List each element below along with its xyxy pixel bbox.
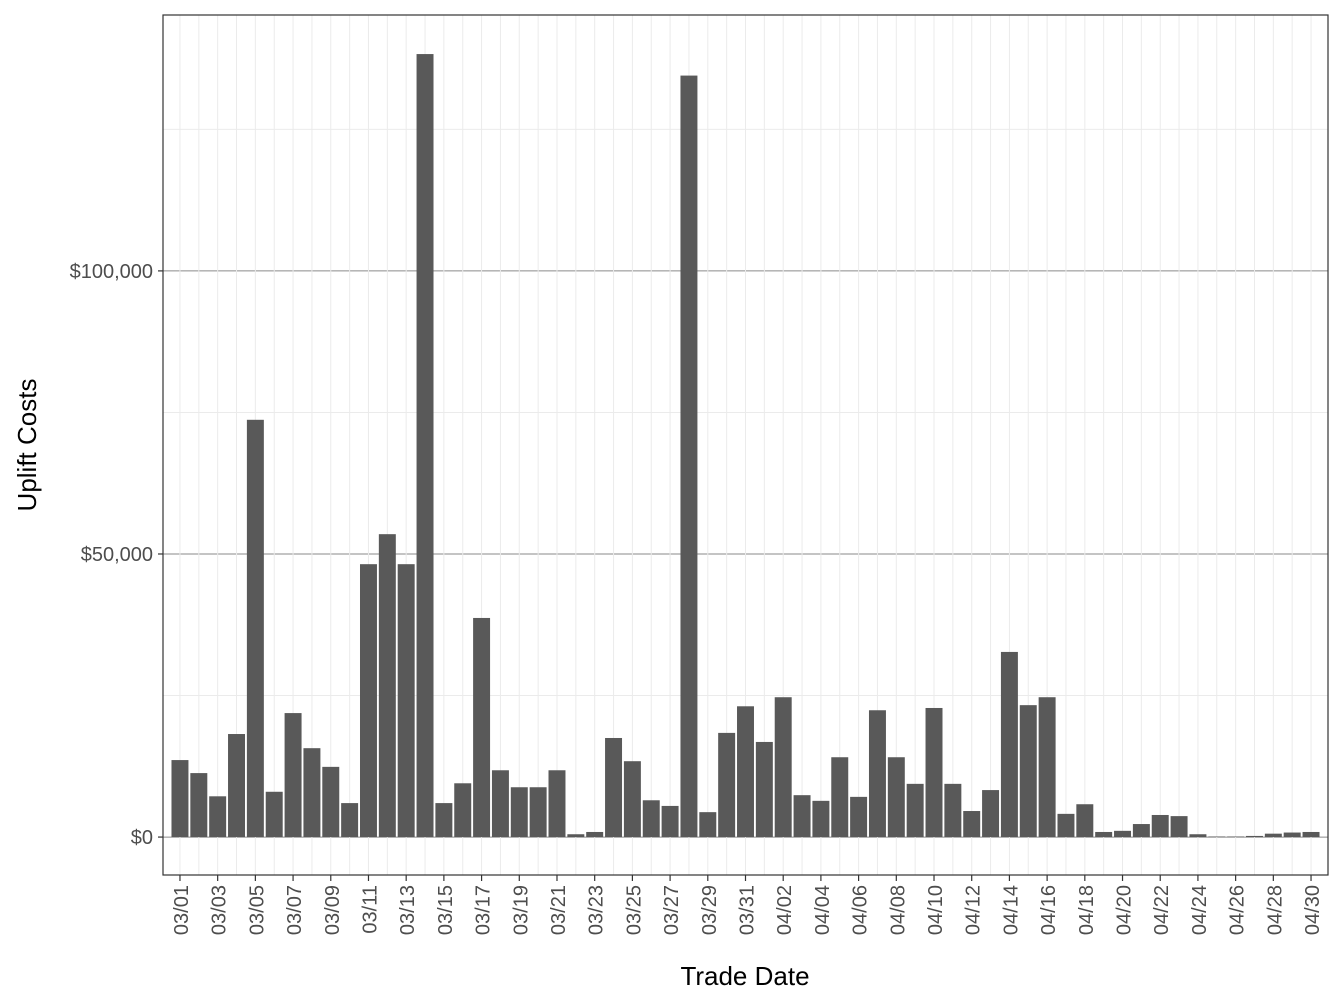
bar (1019, 705, 1037, 838)
bar (774, 697, 792, 838)
bar (1132, 824, 1150, 838)
bar (718, 732, 736, 838)
x-tick-label: 04/04 (812, 885, 834, 935)
bar (661, 805, 679, 838)
bar (378, 534, 396, 838)
bar (416, 54, 434, 838)
bar (699, 812, 717, 838)
bar (623, 761, 641, 838)
bar (982, 790, 1000, 838)
x-tick-label: 03/13 (397, 885, 419, 935)
bar (1076, 804, 1094, 838)
bar (190, 773, 208, 838)
x-tick-label: 03/29 (699, 885, 721, 935)
bar (1000, 651, 1018, 838)
x-tick-label: 03/11 (359, 885, 381, 934)
bar (341, 803, 359, 838)
x-tick-label: 04/12 (963, 885, 985, 935)
x-tick-label: 04/06 (850, 885, 872, 935)
bar (812, 800, 830, 838)
bar (1302, 831, 1320, 838)
bar (228, 734, 246, 838)
x-tick-label: 04/08 (887, 885, 909, 935)
x-tick-label: 04/30 (1302, 885, 1324, 935)
bar (491, 770, 509, 838)
bar (171, 760, 189, 838)
bar (1208, 836, 1226, 838)
bar (887, 757, 905, 838)
bar (850, 796, 868, 838)
bar (586, 831, 604, 838)
bar (793, 795, 811, 838)
bar (454, 783, 472, 838)
x-tick-label: 03/23 (586, 885, 608, 935)
bar (1189, 834, 1207, 838)
bar (1038, 697, 1056, 838)
bar (642, 800, 660, 838)
bar (529, 787, 547, 838)
x-tick-label: 03/09 (322, 885, 344, 935)
x-tick-label: 03/03 (209, 885, 231, 935)
bar (1264, 833, 1282, 838)
y-tick-label: $0 (131, 827, 153, 849)
bar (473, 617, 491, 838)
bar (1095, 831, 1113, 838)
x-tick-label: 03/25 (623, 885, 645, 935)
bar (284, 713, 302, 838)
bar (831, 757, 849, 838)
bar (1057, 813, 1075, 838)
bar (925, 707, 943, 838)
bar (435, 803, 453, 838)
bar (510, 787, 528, 838)
bar (1245, 835, 1263, 838)
bar (1151, 814, 1169, 838)
x-tick-label: 03/17 (473, 885, 495, 935)
x-tick-label: 03/07 (284, 885, 306, 935)
x-tick-label: 04/18 (1076, 885, 1098, 935)
bar (906, 783, 924, 838)
x-tick-label: 03/21 (548, 885, 570, 935)
bar (397, 564, 415, 838)
bar (1114, 830, 1132, 838)
y-tick-label: $100,000 (70, 261, 153, 283)
bar (963, 811, 981, 838)
y-tick-label: $50,000 (81, 544, 153, 566)
x-tick-label: 03/15 (435, 885, 457, 935)
bar (1227, 836, 1245, 838)
x-tick-label: 03/05 (246, 885, 268, 935)
bar (246, 419, 264, 838)
bar (1283, 832, 1301, 838)
x-tick-label: 04/20 (1114, 885, 1136, 935)
bar (944, 783, 962, 838)
x-tick-label: 04/26 (1227, 885, 1249, 935)
bar (605, 737, 623, 838)
x-axis-title: Trade Date (680, 961, 809, 991)
bar (567, 834, 585, 838)
bar (737, 706, 754, 838)
x-tick-label: 04/24 (1189, 885, 1211, 935)
bar (265, 791, 283, 838)
bar (303, 748, 321, 838)
x-tick-label: 03/01 (171, 885, 193, 935)
bar (868, 710, 886, 838)
bar (209, 796, 227, 838)
bar (359, 564, 377, 838)
x-tick-label: 04/28 (1264, 885, 1286, 935)
bar (548, 770, 566, 838)
bar (1170, 816, 1188, 838)
x-tick-label: 04/22 (1151, 885, 1173, 935)
x-tick-label: 04/16 (1038, 885, 1060, 935)
bar (755, 741, 773, 838)
x-tick-label: 03/31 (737, 885, 759, 935)
x-tick-label: 04/14 (1000, 885, 1022, 935)
x-tick-label: 04/02 (774, 885, 796, 935)
x-tick-label: 04/10 (925, 885, 947, 935)
y-axis-title: Uplift Costs (12, 379, 42, 512)
x-tick-label: 03/27 (661, 885, 683, 935)
bar (322, 766, 340, 838)
x-tick-label: 03/19 (510, 885, 532, 935)
bar (680, 75, 698, 838)
